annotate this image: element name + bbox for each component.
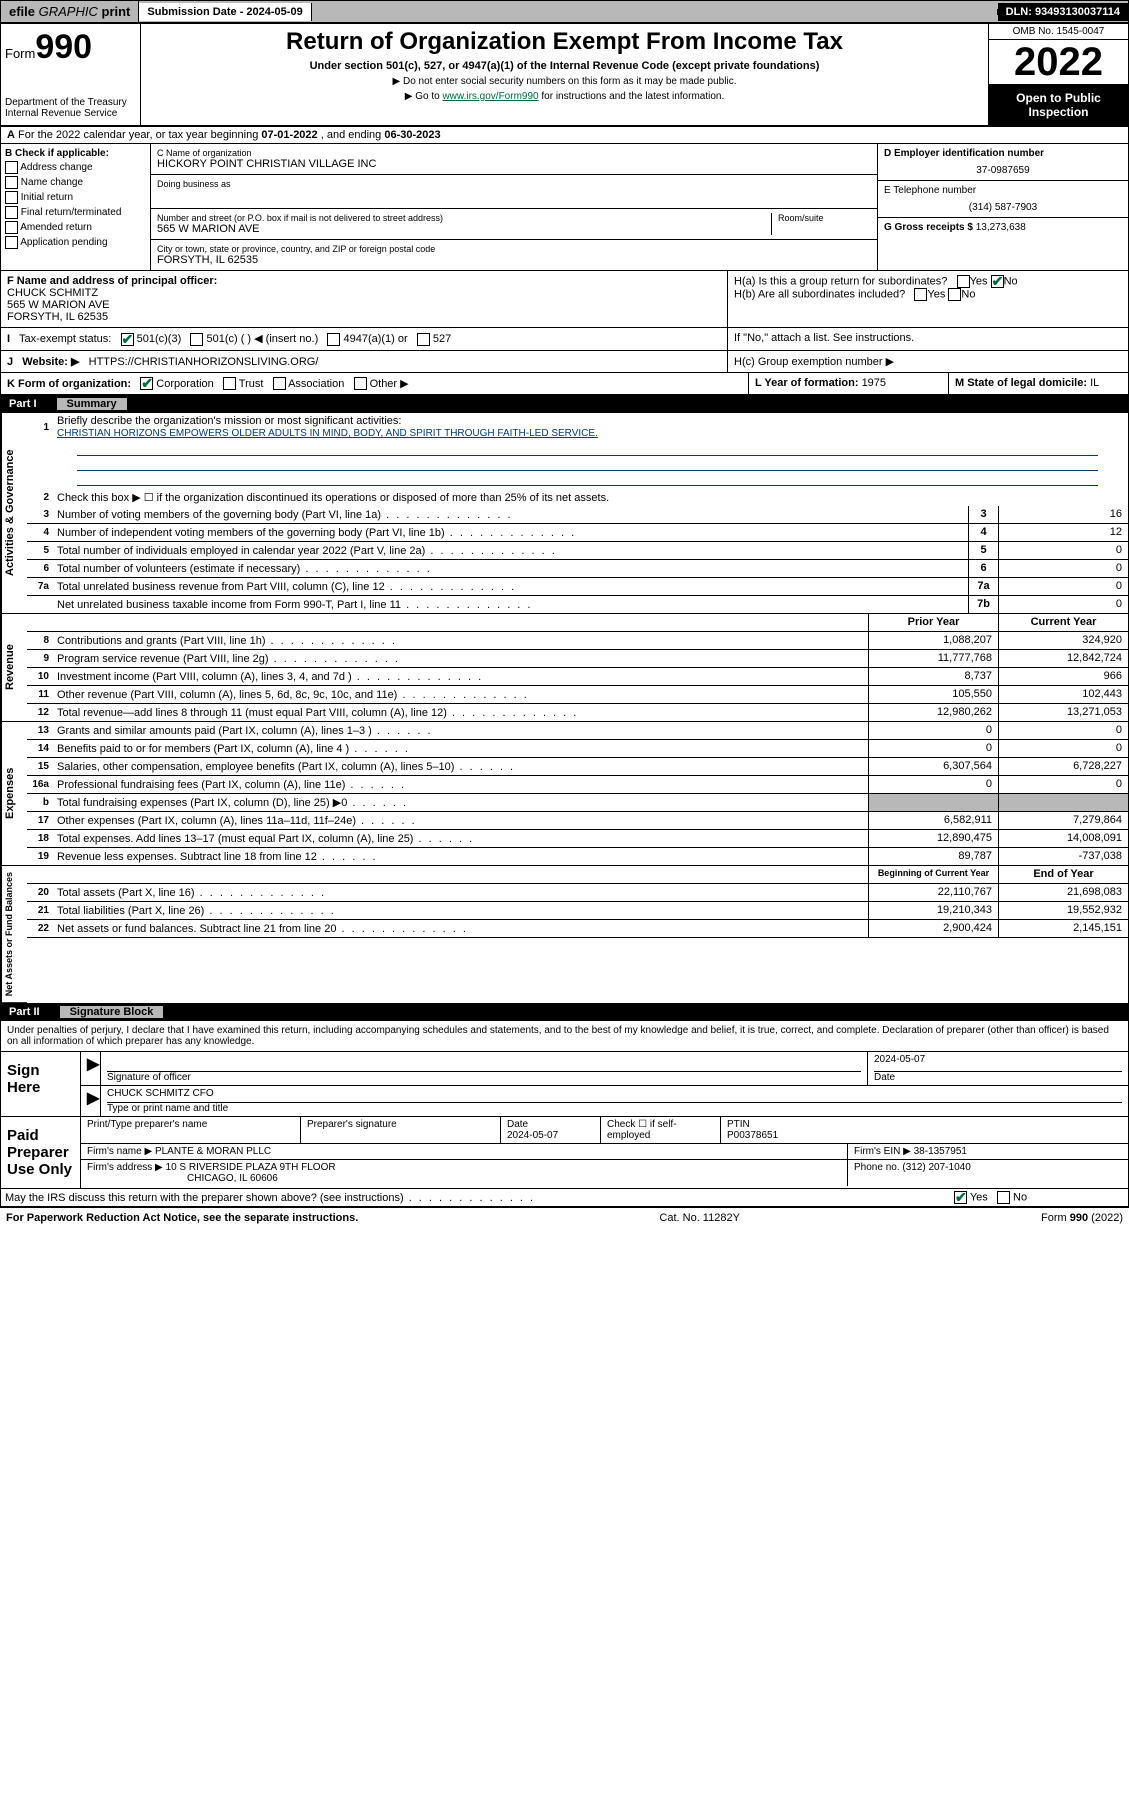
section-b: B Check if applicable: Address change Na… — [1, 144, 151, 270]
section-f: F Name and address of principal officer:… — [1, 271, 728, 327]
vtab-netassets: Net Assets or Fund Balances — [1, 866, 27, 1003]
section-l: L Year of formation: 1975 — [748, 373, 948, 395]
footer: For Paperwork Reduction Act Notice, see … — [0, 1208, 1129, 1228]
vtab-expenses: Expenses — [1, 722, 27, 866]
submission-date: Submission Date - 2024-05-09 — [139, 3, 311, 21]
h-note: If "No," attach a list. See instructions… — [728, 328, 1128, 350]
sign-here-label: Sign Here — [1, 1052, 81, 1116]
paid-preparer-label: Paid Preparer Use Only — [1, 1117, 81, 1188]
penalty-text: Under penalties of perjury, I declare th… — [1, 1021, 1128, 1052]
form-title: Return of Organization Exempt From Incom… — [151, 28, 978, 56]
section-i: I Tax-exempt status: 501(c)(3) 501(c) ( … — [1, 328, 728, 350]
tax-year-row: A For the 2022 calendar year, or tax yea… — [1, 127, 1128, 144]
spacer — [312, 9, 998, 15]
section-m: M State of legal domicile: IL — [948, 373, 1128, 395]
dln: DLN: 93493130037114 — [998, 3, 1128, 21]
efile-button[interactable]: efile GRAPHIC print — [1, 1, 139, 22]
part2-header: Part IISignature Block — [1, 1003, 1128, 1021]
section-h: H(a) Is this a group return for subordin… — [728, 271, 1128, 327]
vtab-governance: Activities & Governance — [1, 413, 27, 614]
vtab-revenue: Revenue — [1, 614, 27, 722]
discuss-question: May the IRS discuss this return with the… — [1, 1190, 948, 1206]
section-c: C Name of organizationHICKORY POINT CHRI… — [151, 144, 878, 270]
header-title-block: Return of Organization Exempt From Incom… — [141, 24, 988, 125]
header-right-block: OMB No. 1545-0047 2022 Open to Public In… — [988, 24, 1128, 125]
irs-link[interactable]: www.irs.gov/Form990 — [442, 91, 538, 102]
section-k: K Form of organization: Corporation Trus… — [1, 373, 748, 395]
part1-header: Part ISummary — [1, 395, 1128, 413]
section-j: J Website: ▶ HTTPS://CHRISTIANHORIZONSLI… — [1, 351, 728, 372]
section-hc: H(c) Group exemption number ▶ — [728, 351, 1128, 372]
form-id-block: Form990 Department of the Treasury Inter… — [1, 24, 141, 125]
section-deg: D Employer identification number37-09876… — [878, 144, 1128, 270]
graphic-label: GRAPHIC — [39, 4, 98, 19]
